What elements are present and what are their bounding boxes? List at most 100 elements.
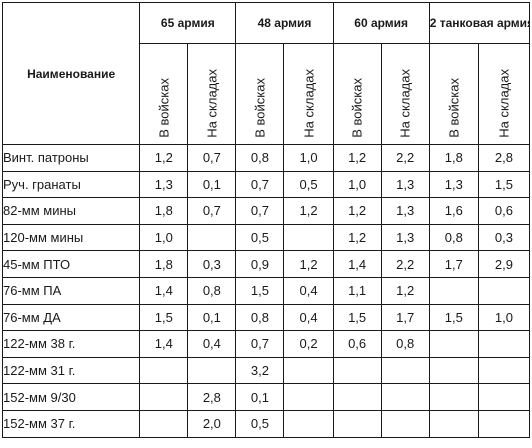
subheader-in-troops: В войсках	[428, 43, 479, 145]
value-cell: 0,4	[187, 330, 237, 358]
value-cell: 0,7	[187, 144, 237, 172]
value-cell: 0,7	[235, 330, 285, 358]
value-cell: 2,2	[380, 144, 430, 172]
value-cell: 0,1	[187, 303, 237, 332]
value-cell: 1,3	[380, 223, 430, 252]
value-cell	[332, 356, 382, 385]
value-cell: 0,7	[187, 197, 237, 225]
value-cell	[332, 409, 382, 438]
value-cell: 1,2	[283, 197, 334, 225]
subheader-in-troops: В войсках	[332, 43, 382, 145]
value-cell: 0,5	[235, 409, 285, 438]
value-cell	[139, 409, 189, 438]
army-header-2-tank: 2 танковая армия	[428, 2, 531, 44]
value-cell	[477, 409, 531, 438]
subheader-in-depots-label: На складах	[204, 69, 220, 138]
value-cell: 1,7	[428, 250, 479, 278]
value-cell: 3,2	[235, 356, 285, 385]
row-name-cell: 152-мм 9/30	[1, 383, 141, 411]
value-cell	[283, 383, 334, 411]
row-name-cell: 120-мм мины	[1, 223, 141, 252]
row-name-cell: 122-мм 31 г.	[1, 356, 141, 385]
value-cell: 1,3	[380, 197, 430, 225]
value-cell	[187, 223, 237, 252]
table-row: 82-мм мины 1,8 0,7 0,7 1,2 1,2 1,3 1,6 0,6	[1, 197, 531, 225]
value-cell: 2,8	[477, 144, 531, 172]
value-cell	[380, 409, 430, 438]
value-cell: 0,5	[235, 223, 285, 252]
table-row: 152-мм 37 г. 2,0 0,5	[1, 409, 531, 438]
value-cell: 0,6	[332, 330, 382, 358]
army-header-60: 60 армия	[332, 2, 430, 44]
value-cell	[187, 356, 237, 385]
value-cell	[380, 356, 430, 385]
table-row: 122-мм 31 г. 3,2	[1, 356, 531, 385]
table-body: Винт. патроны 1,2 0,7 0,8 1,0 1,2 2,2 1,8 2,8 Руч…	[1, 144, 531, 438]
value-cell	[477, 276, 531, 305]
value-cell: 1,2	[139, 144, 189, 172]
value-cell: 1,3	[139, 170, 189, 199]
subheader-in-troops: В войсках	[235, 43, 285, 145]
value-cell: 0,7	[235, 197, 285, 225]
row-name-cell: 76-мм ДА	[1, 303, 141, 332]
value-cell: 1,8	[139, 197, 189, 225]
row-name-cell: 45-мм ПТО	[1, 250, 141, 278]
value-cell: 1,4	[332, 250, 382, 278]
value-cell: 0,4	[283, 303, 334, 332]
value-cell: 1,0	[332, 170, 382, 199]
value-cell: 0,8	[428, 223, 479, 252]
value-cell	[428, 356, 479, 385]
name-column-header: Наименование	[1, 2, 141, 145]
value-cell: 0,8	[187, 276, 237, 305]
value-cell	[477, 330, 531, 358]
value-cell: 1,2	[380, 276, 430, 305]
value-cell: 0,8	[235, 303, 285, 332]
value-cell	[477, 383, 531, 411]
value-cell: 1,5	[332, 303, 382, 332]
value-cell: 2,0	[187, 409, 237, 438]
value-cell: 0,1	[235, 383, 285, 411]
value-cell	[332, 383, 382, 411]
subheader-in-depots-label: На складах	[496, 69, 512, 138]
value-cell: 1,0	[283, 144, 334, 172]
ammunition-table: Наименование 65 армия 48 армия 60 армия …	[1, 2, 531, 438]
value-cell: 1,0	[477, 303, 531, 332]
subheader-in-troops-label: В войсках	[156, 78, 172, 138]
value-cell: 0,8	[235, 144, 285, 172]
subheader-row: В войсках На складах В войсках На склада…	[3, 43, 531, 145]
subheader-in-troops-label: В войсках	[349, 78, 365, 138]
value-cell: 2,2	[380, 250, 430, 278]
subheader-in-depots: На складах	[283, 43, 334, 145]
value-cell	[283, 409, 334, 438]
value-cell: 0,7	[235, 170, 285, 199]
subheader-in-troops: В войсках	[139, 43, 189, 145]
value-cell: 1,7	[380, 303, 430, 332]
value-cell: 1,5	[235, 276, 285, 305]
value-cell: 1,8	[428, 144, 479, 172]
row-name-cell: 122-мм 38 г.	[1, 330, 141, 358]
value-cell	[428, 383, 479, 411]
subheader-in-depots-label: На складах	[397, 69, 413, 138]
value-cell: 1,2	[332, 197, 382, 225]
value-cell: 0,4	[283, 276, 334, 305]
value-cell	[283, 223, 334, 252]
value-cell: 2,8	[187, 383, 237, 411]
value-cell	[428, 409, 479, 438]
subheader-in-depots: На складах	[477, 43, 531, 145]
value-cell: 1,8	[139, 250, 189, 278]
table-row: 122-мм 38 г. 1,4 0,4 0,7 0,2 0,6 0,8	[1, 330, 531, 358]
table-row: Руч. гранаты 1,3 0,1 0,7 0,5 1,0 1,3 1,3 1,5	[1, 170, 531, 199]
value-cell	[139, 383, 189, 411]
subheader-in-depots: На складах	[187, 43, 237, 145]
subheader-in-troops-label: В войсках	[252, 78, 268, 138]
row-name-cell: 152-мм 37 г.	[1, 409, 141, 438]
value-cell: 1,4	[139, 330, 189, 358]
subheader-in-depots-label: На складах	[301, 69, 317, 138]
value-cell	[428, 276, 479, 305]
value-cell	[477, 356, 531, 385]
army-header-65: 65 армия	[139, 2, 237, 44]
value-cell	[283, 356, 334, 385]
value-cell: 0,8	[380, 330, 430, 358]
table-row: 45-мм ПТО 1,8 0,3 0,9 1,2 1,4 2,2 1,7 2,9	[1, 250, 531, 278]
table-row: Винт. патроны 1,2 0,7 0,8 1,0 1,2 2,2 1,8 2,8	[1, 144, 531, 172]
